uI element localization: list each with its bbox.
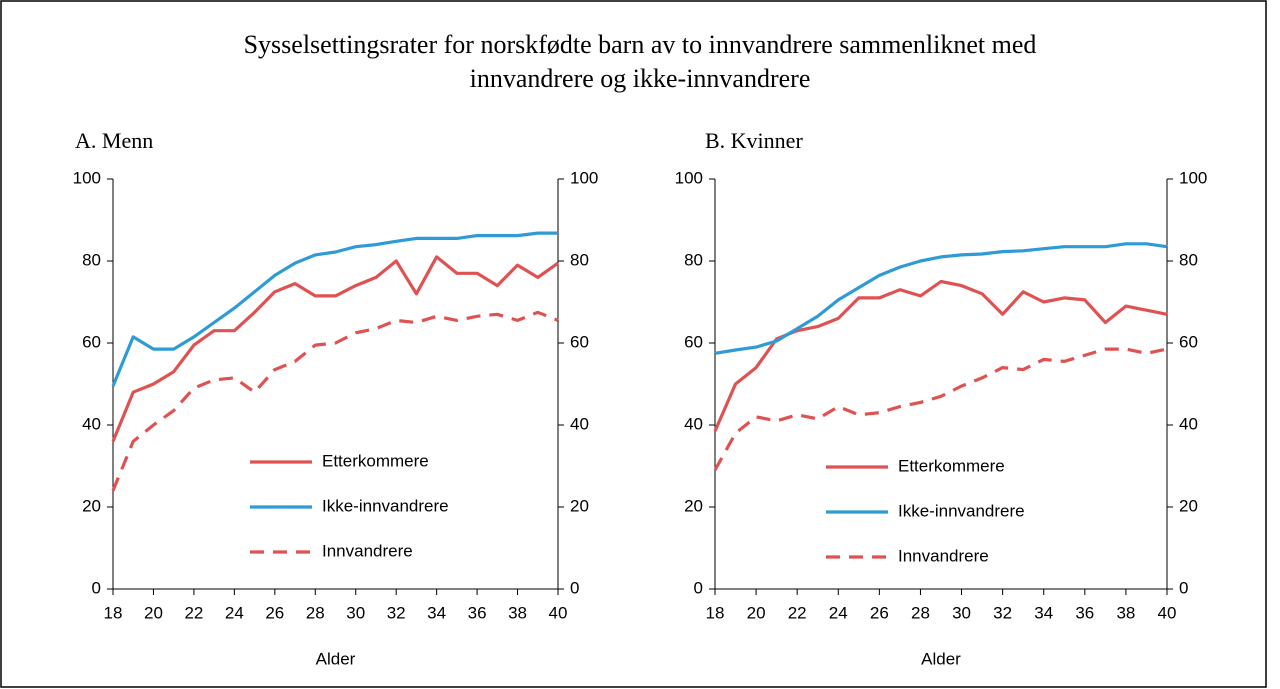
x-tick-label: 34 [1034, 603, 1053, 622]
y-tick-label: 100 [675, 168, 703, 187]
x-tick-label: 34 [427, 603, 446, 622]
x-tick-label: 22 [788, 603, 807, 622]
title-line: Sysselsettingsrater for norskfødte barn … [244, 30, 1037, 59]
y-tick-label: 80 [684, 250, 703, 269]
y2-tick-label: 100 [1179, 168, 1207, 187]
panel-title: A. Menn [75, 128, 153, 153]
x-axis-label: Alder [921, 649, 961, 668]
y-tick-label: 60 [684, 332, 703, 351]
x-tick-label: 26 [870, 603, 889, 622]
y-tick-label: 60 [82, 332, 101, 351]
x-tick-label: 18 [104, 603, 123, 622]
legend-label: Innvandrere [898, 546, 989, 565]
y-tick-label: 20 [684, 496, 703, 515]
x-tick-label: 20 [144, 603, 163, 622]
y-tick-label: 40 [82, 414, 101, 433]
y2-tick-label: 80 [570, 250, 589, 269]
x-tick-label: 24 [829, 603, 848, 622]
legend-label: Etterkommere [898, 456, 1005, 475]
x-tick-label: 28 [911, 603, 930, 622]
x-tick-label: 32 [387, 603, 406, 622]
series-line [111, 255, 559, 443]
legend-label: Etterkommere [322, 451, 429, 470]
x-tick-label: 22 [184, 603, 203, 622]
x-axis-label: Alder [316, 649, 356, 668]
legend-label: Innvandrere [322, 541, 413, 560]
y-tick-label: 40 [684, 414, 703, 433]
x-tick-label: 40 [549, 603, 568, 622]
y2-tick-label: 0 [570, 578, 579, 597]
y2-tick-label: 40 [570, 414, 589, 433]
y2-tick-label: 60 [1179, 332, 1198, 351]
y2-tick-label: 100 [570, 168, 598, 187]
series-line [713, 279, 1168, 432]
x-tick-label: 30 [952, 603, 971, 622]
x-tick-label: 20 [747, 603, 766, 622]
x-tick-label: 38 [508, 603, 527, 622]
x-tick-label: 18 [706, 603, 725, 622]
panel-title: B. Kvinner [705, 128, 803, 153]
y2-tick-label: 60 [570, 332, 589, 351]
y-tick-label: 20 [82, 496, 101, 515]
series-line [111, 310, 559, 492]
y2-tick-label: 80 [1179, 250, 1198, 269]
x-tick-label: 24 [225, 603, 244, 622]
x-tick-label: 40 [1158, 603, 1177, 622]
y2-tick-label: 20 [570, 496, 589, 515]
y-tick-label: 0 [92, 578, 101, 597]
legend-label: Ikke-innvandrere [322, 496, 449, 515]
x-tick-label: 28 [306, 603, 325, 622]
legend-label: Ikke-innvandrere [898, 501, 1025, 520]
x-tick-label: 38 [1116, 603, 1135, 622]
title-line: innvandrere og ikke-innvandrere [470, 64, 811, 93]
series-line [111, 231, 558, 387]
y-tick-label: 0 [694, 578, 703, 597]
y2-tick-label: 0 [1179, 578, 1188, 597]
y2-tick-label: 40 [1179, 414, 1198, 433]
x-tick-label: 36 [1075, 603, 1094, 622]
x-tick-label: 32 [993, 603, 1012, 622]
x-tick-label: 30 [346, 603, 365, 622]
x-tick-label: 26 [265, 603, 284, 622]
y-tick-label: 80 [82, 250, 101, 269]
y-tick-label: 100 [73, 168, 101, 187]
y2-tick-label: 20 [1179, 496, 1198, 515]
series-line [714, 242, 1168, 355]
x-tick-label: 36 [468, 603, 487, 622]
series-line [713, 347, 1168, 471]
